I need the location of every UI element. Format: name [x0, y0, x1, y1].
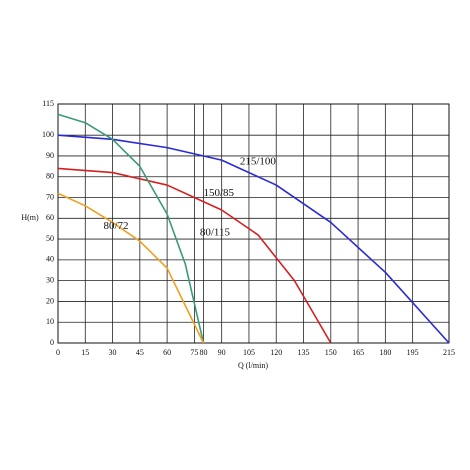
x-tick-label: 105: [243, 348, 255, 357]
y-tick-label: 70: [46, 192, 54, 201]
y-tick-label: 20: [46, 296, 54, 305]
x-tick-label: 215: [443, 348, 455, 357]
y-tick-label: 90: [46, 151, 54, 160]
y-tick-label: 40: [46, 255, 54, 264]
x-tick-label: 45: [136, 348, 144, 357]
plot-frame: [57, 103, 450, 344]
curve: [57, 167, 332, 344]
x-tick-label: 135: [298, 348, 310, 357]
curve: [57, 113, 205, 344]
x-tick-label: 180: [379, 348, 391, 357]
x-tick-label: 90: [218, 348, 226, 357]
x-tick-label: 30: [109, 348, 117, 357]
curve: [57, 192, 205, 344]
y-tick-label: 100: [42, 130, 54, 139]
y-tick-label: 30: [46, 275, 54, 284]
y-tick-label: 115: [42, 99, 54, 108]
x-tick-label: 150: [325, 348, 337, 357]
series-label: 80/72: [103, 220, 128, 232]
x-tick-label: 120: [270, 348, 282, 357]
x-tick-label: 80: [199, 348, 207, 357]
x-tick-label: 165: [352, 348, 364, 357]
x-tick-label: 195: [407, 348, 419, 357]
series-label: 215/100: [240, 156, 277, 168]
y-tick-label: 10: [46, 317, 54, 326]
x-tick-label: 75: [190, 348, 198, 357]
x-tick-label: 0: [56, 348, 60, 357]
x-tick-label: 15: [81, 348, 89, 357]
y-tick-label: 0: [50, 338, 54, 347]
y-tick-label: 80: [46, 172, 54, 181]
series-label: 150/85: [203, 187, 234, 199]
series-label: 80/115: [200, 226, 231, 238]
x-tick-label: 60: [163, 348, 171, 357]
x-axis-label: Q (l/min): [238, 361, 268, 370]
curve: [57, 134, 450, 344]
y-axis-label: H(m): [21, 213, 39, 222]
y-tick-label: 60: [46, 213, 54, 222]
y-tick-label: 50: [46, 234, 54, 243]
